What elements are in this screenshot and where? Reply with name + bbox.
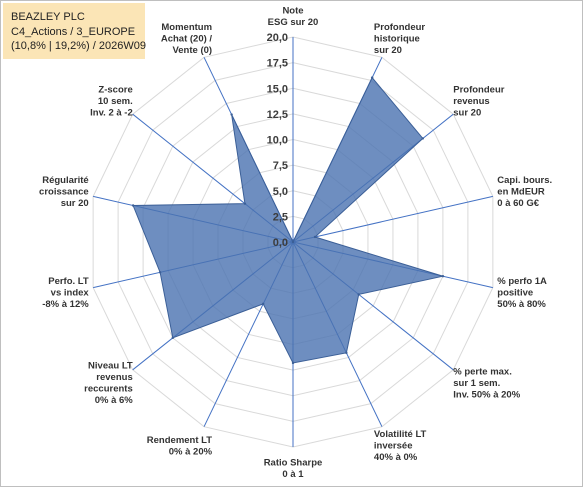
data-series-area [132, 76, 445, 364]
tick-label: 10,0 [267, 135, 288, 147]
data-point [345, 351, 348, 355]
axis-label: Ratio Sharpe 0 à 1 [264, 457, 323, 480]
axis-label-line: historique [374, 33, 420, 44]
data-point [291, 361, 295, 365]
axis-label: Régularité croissance sur 20 [39, 175, 89, 209]
axis-label-line: 10 sem. [98, 96, 133, 107]
axis-label-line: sur 20 [374, 45, 402, 56]
data-point [313, 235, 317, 239]
axis-label-line: Volatilité LT [374, 429, 427, 440]
axis-label-line: inversée [374, 441, 413, 452]
axis-label-line: sur 20 [453, 108, 481, 119]
tick-label: 15,0 [267, 83, 288, 95]
axis-label-line: revenus [453, 96, 489, 107]
data-point [171, 336, 174, 340]
axis-label: Profondeur revenus sur 20 [453, 85, 504, 119]
axis-label-line: Perfo. LT [48, 276, 89, 287]
axis-label-line: Z-score [98, 85, 132, 96]
tick-label: 20,0 [267, 32, 288, 44]
axis-label: Volatilité LT inversée 40% à 0% [374, 429, 427, 463]
axis-label: Capi. bours. en MdEUR 0 à 60 G€ [497, 175, 552, 209]
data-point [421, 137, 425, 140]
chart-title-box: BEAZLEY PLC C4_Actions / 3_EUROPE (10,8%… [3, 3, 146, 59]
axis-label-line: % perfo 1A [497, 276, 547, 287]
axis-label-line: revenus [96, 372, 132, 383]
axis-label-line: 0 à 1 [282, 469, 304, 480]
axis-label: % perte max. sur 1 sem. Inv. 50% à 20% [453, 366, 520, 400]
axis-spoke [292, 195, 493, 243]
data-point [158, 271, 162, 274]
data-point [131, 204, 135, 207]
axis-label-line: -8% à 12% [42, 299, 89, 310]
data-point [243, 202, 247, 205]
axis-label: Perfo. LT vs index -8% à 12% [42, 276, 89, 310]
data-point [357, 293, 360, 296]
axis-label-line: Ratio Sharpe [264, 457, 323, 468]
axis-label-line: Achat (20) / [161, 33, 213, 44]
axis-label: % perfo 1A positive 50% à 80% [497, 276, 547, 310]
axis-label-line: 40% à 0% [374, 452, 418, 463]
data-point [230, 113, 233, 116]
axis-label: Note ESG sur 20 [268, 5, 319, 28]
tick-label: 2,5 [273, 211, 288, 223]
axis-label-line: Vente (0) [172, 45, 212, 56]
axis-label-line: % perte max. [453, 366, 512, 377]
axis-label: Rendement LT 0% à 20% [147, 435, 213, 458]
axis-label-line: positive [497, 287, 533, 298]
axis-label-line: Rendement LT [147, 435, 212, 446]
axis-label: Z-score 10 sem. Inv. 2 à -2 [90, 85, 133, 119]
axis-label-line: Profondeur [374, 22, 425, 33]
axis-label: Profondeur historique sur 20 [374, 22, 425, 56]
axis-label-line: 0 à 60 G€ [497, 198, 539, 209]
axis-label: Momentum Achat (20) / Vente (0) [161, 22, 213, 56]
axis-label-line: Profondeur [453, 85, 504, 96]
title-line-3: (10,8% | 19,2%) / 2026W09 [11, 40, 146, 52]
tick-label: 0,0 [273, 237, 288, 249]
axis-label-line: Inv. 2 à -2 [90, 108, 133, 119]
axis-label-line: reccurents [84, 384, 133, 395]
data-point [370, 76, 374, 79]
axis-label-line: Niveau LT [88, 361, 133, 372]
data-point [291, 240, 295, 244]
axis-label-line: Inv. 50% à 20% [453, 389, 520, 400]
axis-label-line: 0% à 20% [169, 446, 213, 457]
axis-label-line: sur 20 [61, 198, 89, 209]
tick-label: 5,0 [273, 186, 288, 198]
data-point [262, 302, 265, 306]
axis-label-line: Momentum [161, 22, 212, 33]
title-line-2: C4_Actions / 3_EUROPE [11, 25, 136, 38]
axis-label-line: ESG sur 20 [268, 17, 319, 28]
axis-label: Niveau LT revenus reccurents 0% à 6% [84, 361, 133, 407]
data-point [441, 275, 445, 278]
axis-label-line: sur 1 sem. [453, 378, 500, 389]
axis-label-line: en MdEUR [497, 187, 545, 198]
title-line-1: BEAZLEY PLC [11, 11, 85, 23]
axis-label-line: Note [282, 5, 303, 16]
axis-label-line: croissance [39, 187, 89, 198]
axis-label-line: 50% à 80% [497, 299, 546, 310]
axis-label-line: Capi. bours. [497, 175, 552, 186]
axis-label-line: Régularité [42, 175, 88, 186]
tick-label: 7,5 [273, 160, 288, 172]
tick-label: 17,5 [267, 58, 288, 70]
tick-label: 12,5 [267, 109, 288, 121]
axis-label-line: vs index [51, 287, 90, 298]
axis-label-line: 0% à 6% [95, 395, 134, 406]
